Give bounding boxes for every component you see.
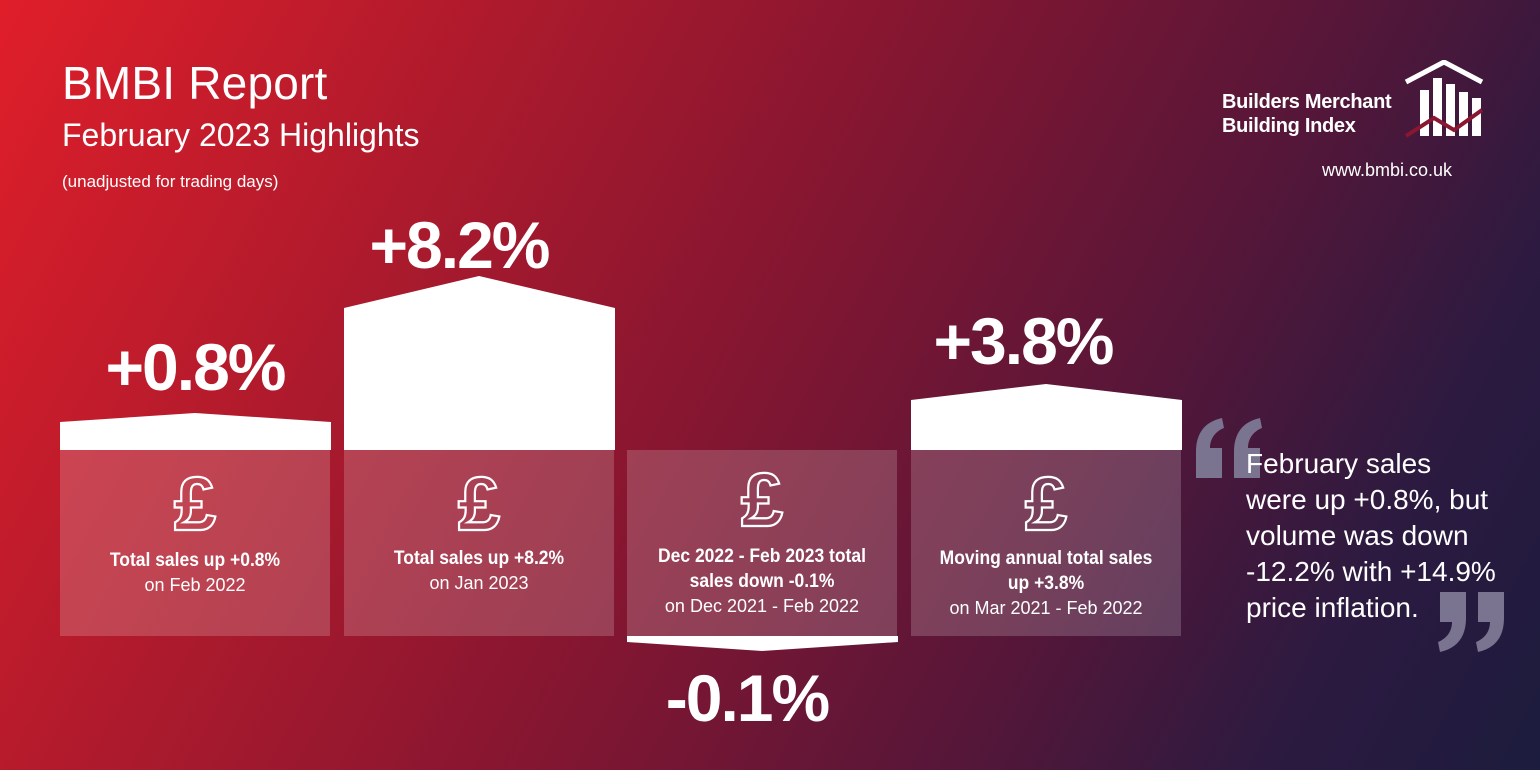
report-subtitle: February 2023 Highlights [62,117,420,153]
quote-close-icon [1438,592,1504,652]
svg-text:£: £ [174,468,216,538]
stat-label-feb: Total sales up +0.8% [109,550,281,571]
stat-value-feb: +0.8% [105,330,287,404]
bar-cap-jan [344,276,615,450]
bmbi-logo: Builders Merchant Building Index [1222,60,1484,142]
stat-label-3month-2: sales down -0.1% [689,571,835,592]
stat-label-jan: Total sales up +8.2% [393,548,565,569]
stat-card-3month: £ Dec 2022 - Feb 2023 total sales down -… [627,450,897,636]
svg-text:£: £ [741,464,783,534]
quote-line-3: volume was down [1246,520,1469,551]
svg-text:£: £ [458,468,500,538]
quote-line-4: -12.2% with +14.9% [1246,556,1496,587]
pound-icon: £ [740,464,784,534]
pound-icon: £ [457,468,501,538]
logo-text: Builders Merchant Building Index [1222,90,1392,138]
svg-text:£: £ [1025,468,1067,538]
stat-value-jan: +8.2% [369,208,551,282]
stat-sub-annual: on Mar 2021 - Feb 2022 [949,598,1143,618]
stat-card-feb: £ Total sales up +0.8% on Feb 2022 [60,450,330,636]
bar-cap-3month [627,636,898,651]
website-url: www.bmbi.co.uk [1322,160,1453,180]
quote-open-icon [1196,418,1262,478]
stat-label-3month: Dec 2022 - Feb 2023 total [658,546,866,567]
stat-value-3month: -0.1% [665,661,830,735]
quote-text: February sales were up +0.8%, but volume… [1246,446,1526,626]
pound-icon: £ [1024,468,1068,538]
stat-sub-jan: on Jan 2023 [429,573,529,593]
bar-cap-feb [60,413,331,450]
pound-icon: £ [173,468,217,538]
stat-label-annual-2: up +3.8% [1007,573,1085,594]
stat-sub-3month: on Dec 2021 - Feb 2022 [664,596,860,616]
house-bars-icon [1404,60,1484,138]
stat-card-annual: £ Moving annual total sales up +3.8% on … [911,450,1181,636]
quote-line-1: February sales [1246,448,1432,479]
stat-sub-feb: on Feb 2022 [144,575,246,595]
stat-value-annual: +3.8% [933,304,1115,378]
logo-line-2: Building Index [1222,115,1356,137]
quote-line-2: were up +0.8%, but [1246,484,1489,515]
report-title: BMBI Report [62,57,328,109]
stat-card-jan: £ Total sales up +8.2% on Jan 2023 [344,450,614,636]
logo-line-1: Builders Merchant [1222,91,1392,113]
bar-cap-annual [911,384,1182,450]
quote-line-5: price inflation. [1246,592,1419,623]
stat-label-annual: Moving annual total sales [939,548,1153,569]
report-note: (unadjusted for trading days) [62,172,279,191]
